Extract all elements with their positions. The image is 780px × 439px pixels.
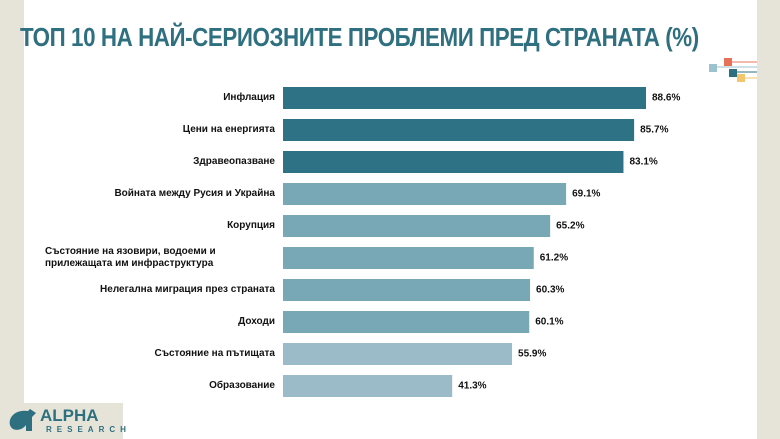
category-label: Цени на енергията [182,124,275,135]
deco-square [729,69,737,77]
value-label: 85.7% [640,124,669,136]
value-label: 88.6% [652,92,681,104]
category-label: Доходи [238,316,275,327]
deco-square [709,64,717,72]
category-label: Състояние на пътищата [154,348,275,359]
value-label: 69.1% [572,188,601,200]
bar [283,119,635,141]
logo-name: ALPHA [40,406,99,425]
value-label: 60.1% [535,316,564,328]
alpha-research-logo-icon [9,409,36,431]
decoration-squares [709,58,757,82]
category-label: Войната между Русия и Украйна [114,188,275,199]
bar [283,375,453,397]
bar [283,279,531,301]
bar [283,343,513,365]
category-label: Инфлация [223,92,275,103]
bar [283,183,567,205]
category-label: Образование [209,380,275,391]
left-strip [0,0,24,439]
bar [283,87,646,109]
category-label: Здравеопазване [193,156,275,167]
value-label: 61.2% [539,252,569,264]
logo-sub: RESEARCH [46,425,131,434]
value-label: 65.2% [556,220,585,232]
value-label: 83.1% [629,156,658,168]
bar [283,247,534,269]
deco-square [724,58,732,66]
category-label: Корупция [227,220,275,231]
deco-square [737,74,745,82]
value-label: 60.3% [536,284,565,296]
category-label: Нелегална миграция през страната [100,284,275,295]
value-label: 55.9% [518,348,547,360]
bar [283,151,624,173]
right-strip [757,0,780,439]
category-label: Състояние на язовири, водоеми и прилежащ… [45,246,216,269]
value-label: 41.3% [458,380,487,392]
bar [283,311,530,333]
bar [283,215,551,237]
chart-title: ТОП 10 НА НАЙ-СЕРИОЗНИТЕ ПРОБЛЕМИ ПРЕД С… [20,22,699,52]
